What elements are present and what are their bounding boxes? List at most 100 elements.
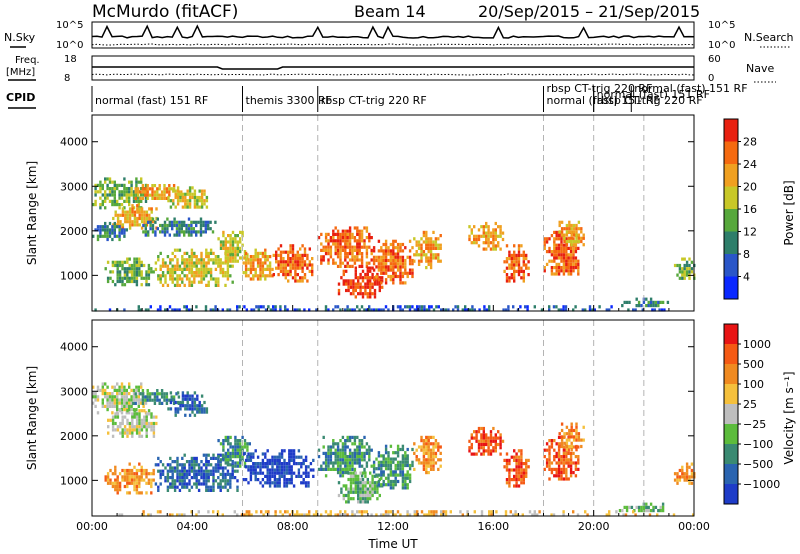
data-cell <box>227 448 230 452</box>
data-cell <box>377 239 381 243</box>
data-cell <box>296 260 299 264</box>
data-cell <box>236 305 239 309</box>
data-cell <box>181 466 184 470</box>
data-cell <box>159 264 162 268</box>
data-cell <box>195 223 198 228</box>
data-cell <box>226 479 230 483</box>
data-cell <box>543 455 546 459</box>
data-cell <box>104 225 107 229</box>
data-cell <box>574 250 578 254</box>
data-cell <box>133 210 137 214</box>
data-cell <box>522 471 525 475</box>
data-cell <box>209 456 213 460</box>
data-cell <box>297 471 301 475</box>
data-cell <box>308 247 311 251</box>
data-cell <box>569 461 573 465</box>
data-cell <box>387 249 390 253</box>
data-cell <box>234 445 237 449</box>
data-cell <box>580 438 583 442</box>
data-cell <box>520 455 523 459</box>
data-cell <box>224 451 227 455</box>
data-cell <box>131 418 134 422</box>
data-cell <box>548 455 551 459</box>
data-cell <box>229 243 232 247</box>
data-cell <box>497 225 500 229</box>
colorbar-tick-label: 20 <box>743 181 757 194</box>
data-cell <box>276 468 279 472</box>
data-cell <box>128 481 131 485</box>
data-cell <box>202 479 206 483</box>
data-cell <box>176 192 180 196</box>
data-cell <box>488 510 491 514</box>
data-cell <box>275 250 278 254</box>
data-cell <box>354 477 357 482</box>
data-cell <box>533 510 536 514</box>
data-cell <box>320 242 323 246</box>
data-cell <box>336 451 340 455</box>
data-cell <box>520 481 523 485</box>
data-cell <box>429 243 433 247</box>
data-cell <box>138 267 141 271</box>
data-cell <box>101 404 104 408</box>
data-cell <box>138 263 141 268</box>
data-cell <box>347 288 350 293</box>
data-cell <box>334 442 337 446</box>
data-cell <box>247 452 250 456</box>
data-cell <box>415 240 418 244</box>
data-cell <box>152 472 155 476</box>
data-cell <box>261 471 265 475</box>
data-cell <box>166 223 169 228</box>
data-cell <box>140 180 143 184</box>
data-cell <box>161 258 165 262</box>
data-cell <box>128 279 131 284</box>
data-cell <box>422 439 426 443</box>
colorbar-swatch <box>724 254 738 277</box>
data-cell <box>133 223 137 227</box>
data-cell <box>147 308 150 312</box>
data-cell <box>175 227 179 231</box>
data-cell <box>118 385 121 389</box>
x-tick-label: 20:00 <box>578 520 610 533</box>
data-cell <box>195 479 198 483</box>
data-cell <box>425 259 428 263</box>
data-cell <box>244 264 248 268</box>
data-cell <box>205 476 208 480</box>
data-cell <box>277 253 280 257</box>
data-cell <box>207 267 210 271</box>
data-cell <box>169 258 172 262</box>
data-cell <box>118 190 121 194</box>
data-cell <box>339 458 342 462</box>
data-cell <box>207 469 210 473</box>
data-cell <box>378 477 381 482</box>
data-cell <box>195 472 198 476</box>
data-cell <box>336 458 340 462</box>
data-cell <box>401 262 405 266</box>
data-cell <box>234 240 237 244</box>
data-cell <box>649 502 653 506</box>
data-cell <box>375 467 378 471</box>
data-cell <box>366 272 369 277</box>
data-cell <box>560 435 564 439</box>
data-cell <box>485 439 488 443</box>
data-cell <box>118 263 122 268</box>
data-cell <box>439 259 442 263</box>
data-cell <box>418 308 421 312</box>
data-cell <box>217 456 220 460</box>
data-cell <box>685 270 689 274</box>
data-cell <box>229 458 232 462</box>
data-cell <box>430 510 433 514</box>
data-cell <box>425 439 428 443</box>
data-cell <box>422 455 426 459</box>
data-cell <box>494 221 497 226</box>
data-cell <box>114 484 117 489</box>
data-cell <box>337 292 341 296</box>
data-cell <box>377 460 381 464</box>
data-cell <box>565 477 568 481</box>
data-cell <box>231 455 235 459</box>
data-cell <box>188 469 191 473</box>
data-cell <box>197 280 201 284</box>
data-cell <box>510 260 513 264</box>
data-cell <box>580 239 583 244</box>
data-cell <box>432 455 435 459</box>
data-cell <box>164 277 167 281</box>
